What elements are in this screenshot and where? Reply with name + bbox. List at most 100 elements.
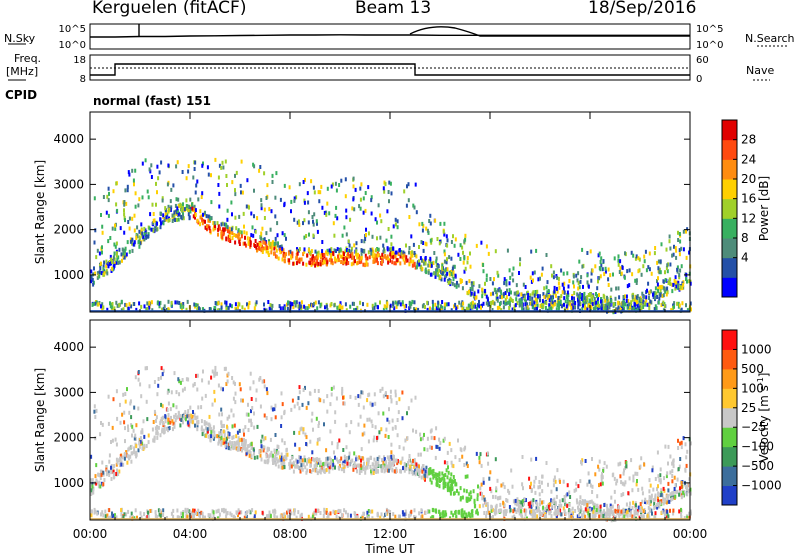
heatmap-cell [635,281,638,285]
heatmap-cell [638,268,641,273]
heatmap-cell [325,257,328,262]
heatmap-cell [214,224,216,229]
heatmap-cell [389,303,392,308]
heatmap-cell [417,452,420,457]
heatmap-cell [135,236,138,241]
heatmap-cell [290,209,292,214]
heatmap-cell [110,477,113,481]
heatmap-cell [444,510,447,515]
heatmap-cell [561,498,564,503]
heatmap-cell [502,513,505,518]
heatmap-cell [173,414,176,419]
heatmap-cell [150,163,153,168]
heatmap-cell [346,513,349,518]
heatmap-cell [545,505,548,509]
heatmap-cell [437,264,440,269]
heatmap-cell [542,292,545,297]
heatmap-cell [334,419,337,424]
heatmap-cell [288,258,291,263]
heatmap-cell [610,287,613,292]
heatmap-cell [546,290,549,295]
heatmap-cell [542,500,545,505]
heatmap-cell [114,226,117,231]
heatmap-cell [515,283,518,288]
heatmap-cell [147,515,150,519]
heatmap-cell [129,399,132,404]
heatmap-cell [366,256,369,261]
heatmap-cell [366,302,369,307]
nsearch-label: N.Search [745,32,795,45]
heatmap-cell [212,221,215,225]
heatmap-cell [408,458,410,463]
heatmap-cell [421,221,424,226]
heatmap-cell [133,240,136,245]
heatmap-cell [298,447,301,452]
heatmap-cell [420,514,423,519]
heatmap-cell [460,279,463,283]
heatmap-cell [253,306,256,311]
heatmap-cell [260,206,263,211]
heatmap-cell [232,514,235,519]
heatmap-cell [410,460,413,465]
heatmap-cell [168,426,171,430]
heatmap-cell [450,256,453,261]
heatmap-cell [408,513,410,518]
heatmap-cell [577,505,579,510]
heatmap-cell [689,491,692,496]
heatmap-cell [314,249,317,254]
heatmap-cell [298,406,301,411]
heatmap-cell [557,301,560,306]
heatmap-cell [101,510,104,515]
heatmap-cell [102,482,105,487]
heatmap-cell [280,415,283,420]
heatmap-cell [387,190,390,194]
heatmap-cell [411,263,414,268]
heatmap-cell [280,457,283,462]
heatmap-cell [409,304,412,309]
heatmap-cell [552,500,555,505]
heatmap-cell [508,306,511,310]
heatmap-cell [194,416,197,421]
heatmap-cell [330,465,333,469]
heatmap-cell [685,276,688,281]
heatmap-cell [148,305,151,310]
heatmap-cell [597,509,600,514]
heatmap-cell [143,434,146,439]
heatmap-cell [657,484,659,489]
heatmap-cell [237,228,240,233]
heatmap-cell [270,307,273,312]
heatmap-cell [164,206,167,211]
heatmap-cell [580,461,583,466]
heatmap-cell [351,255,354,260]
heatmap-cell [218,163,221,168]
heatmap-cell [425,465,428,470]
heatmap-cell [249,371,252,376]
heatmap-cell [125,512,128,517]
heatmap-cell [201,221,204,226]
heatmap-cell [552,275,555,280]
heatmap-cell [636,300,638,305]
heatmap-cell [538,492,541,497]
heatmap-cell [566,492,569,497]
heatmap-cell [236,447,239,452]
heatmap-cell [597,279,599,284]
heatmap-cell [130,415,133,420]
heatmap-cell [389,252,392,257]
heatmap-cell [157,301,160,306]
heatmap-cell [309,250,312,255]
heatmap-cell [405,463,408,468]
heatmap-cell [502,500,505,505]
heatmap-cell [112,189,115,194]
heatmap-cell [651,511,653,516]
heatmap-cell [364,191,367,195]
heatmap-cell [510,290,512,295]
heatmap-cell [657,300,660,305]
heatmap-cell [259,449,262,454]
heatmap-cell [317,255,319,260]
heatmap-cell [111,466,114,471]
heatmap-cell [326,456,329,461]
heatmap-cell [217,224,220,229]
heatmap-cell [259,453,262,458]
heatmap-cell [332,509,335,514]
heatmap-cell [310,302,312,307]
